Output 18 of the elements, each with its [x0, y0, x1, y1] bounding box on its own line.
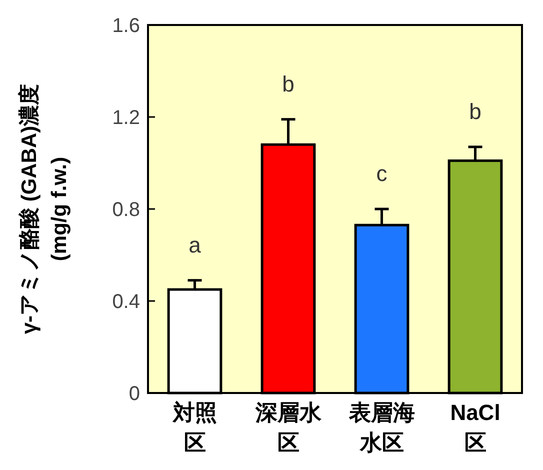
y-tick-label: 0.8 [112, 199, 140, 221]
bar [260, 143, 316, 394]
y-tick-label: 1.2 [112, 107, 140, 129]
y-axis-title: γ-アミノ酪酸 (GABA)濃度 (mg/g f.w.) [17, 84, 71, 334]
x-tick-label: 対照区 [172, 400, 217, 455]
annotation: b [282, 71, 294, 96]
annotation: c [376, 161, 388, 186]
annotation: a [188, 232, 202, 258]
bar [354, 224, 410, 394]
x-tick-label: NaCl区 [450, 400, 500, 455]
x-tick-label: 表層海水区 [348, 400, 415, 455]
bar [448, 159, 503, 394]
y-tick-label: 0.4 [112, 291, 140, 313]
y-tick-label: 0 [128, 383, 140, 405]
x-tick-label: 深層水区 [254, 400, 322, 455]
bar [167, 288, 222, 394]
y-tick-label: 1.6 [112, 15, 140, 37]
annotation: b [469, 98, 482, 124]
